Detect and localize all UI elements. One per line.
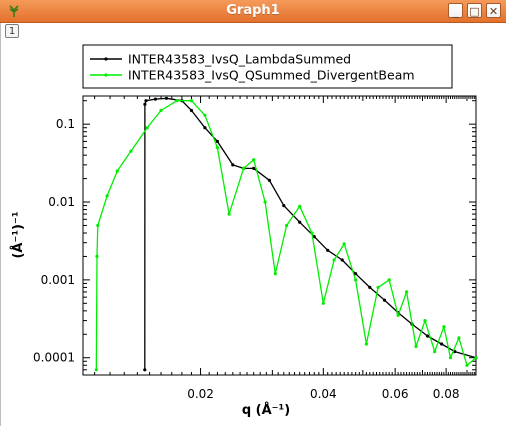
data-point <box>382 298 387 302</box>
data-point <box>189 108 194 113</box>
data-point <box>310 231 314 235</box>
data-point <box>321 301 325 305</box>
data-point <box>267 178 271 182</box>
plot-frame <box>82 95 477 376</box>
data-point <box>143 102 147 106</box>
data-point <box>396 313 400 317</box>
data-point <box>465 363 469 367</box>
data-point <box>285 223 289 228</box>
layer-1-button[interactable]: 1 <box>5 24 19 38</box>
data-point <box>423 319 427 323</box>
legend-label-black: INTER43583_IvsQ_LambdaSummed <box>128 52 351 67</box>
data-point <box>474 356 478 360</box>
window-title: Graph1 <box>226 3 280 18</box>
data-point <box>354 272 358 276</box>
data-point <box>298 204 302 208</box>
data-point <box>242 166 246 170</box>
data-point <box>368 285 372 289</box>
data-point <box>227 212 231 216</box>
x-tick-label: 0.02 <box>187 387 214 401</box>
y-tick-label: 0.0001 <box>33 351 75 365</box>
data-point <box>312 235 316 239</box>
data-point <box>144 99 148 103</box>
data-point <box>159 108 163 113</box>
x-tick-label: 0.08 <box>433 387 460 401</box>
data-point <box>189 99 194 103</box>
maximize-button[interactable]: □ <box>467 3 482 18</box>
legend-marker-black <box>104 57 108 61</box>
data-point <box>273 272 277 276</box>
data-point <box>326 248 330 252</box>
data-point <box>282 204 286 208</box>
y-tick-label: 0.01 <box>48 195 75 209</box>
y-tick-label: 0.001 <box>41 273 75 287</box>
data-point <box>129 149 133 153</box>
data-point <box>115 169 119 173</box>
data-point <box>342 242 346 246</box>
data-point <box>387 278 391 282</box>
y-axis-label: (Å⁻¹)⁻¹ <box>10 211 26 258</box>
data-point <box>215 146 219 150</box>
data-point <box>203 113 207 117</box>
data-point <box>145 126 149 130</box>
data-point <box>332 258 336 262</box>
data-point <box>105 194 109 198</box>
data-point <box>164 96 169 100</box>
x-tick-label: 0.06 <box>382 387 409 401</box>
data-point <box>96 223 100 228</box>
data-point <box>94 368 98 372</box>
minimize-button[interactable]: _ <box>448 3 463 18</box>
legend-label-green: INTER43583_IvsQ_QSummed_DivergentBeam <box>128 68 415 83</box>
close-button[interactable]: ✕ <box>486 3 501 18</box>
data-point <box>263 200 267 204</box>
data-point <box>354 278 358 282</box>
data-point <box>175 99 179 103</box>
title-bar[interactable]: Graph1 _ □ ✕ <box>0 0 506 23</box>
data-point <box>215 139 219 143</box>
data-point <box>252 158 256 162</box>
data-point <box>95 254 99 258</box>
data-point <box>405 290 409 294</box>
data-point <box>252 166 256 170</box>
data-point <box>414 344 418 348</box>
data-point <box>364 342 368 346</box>
data-point <box>457 336 461 340</box>
data-point <box>425 334 430 338</box>
data-point <box>298 220 302 224</box>
data-point <box>153 97 157 101</box>
x-axis-label: q (Å⁻¹) <box>242 402 290 418</box>
legend-marker-green <box>104 73 108 77</box>
data-point <box>440 342 444 346</box>
app-icon <box>9 5 19 17</box>
axis-ticks: 0.1 0.01 0.001 0.0001 0.02 0.04 0.06 0.08 <box>33 96 476 401</box>
data-point <box>231 163 235 167</box>
series-group <box>94 96 478 372</box>
y-tick-label: 0.1 <box>56 117 75 131</box>
data-point <box>442 325 446 329</box>
data-point <box>448 356 453 360</box>
data-point <box>340 258 344 262</box>
data-point <box>376 285 380 289</box>
data-point <box>143 368 147 372</box>
data-point <box>203 126 207 130</box>
x-tick-label: 0.04 <box>310 387 337 401</box>
legend-box <box>82 44 453 89</box>
data-point <box>433 350 437 354</box>
